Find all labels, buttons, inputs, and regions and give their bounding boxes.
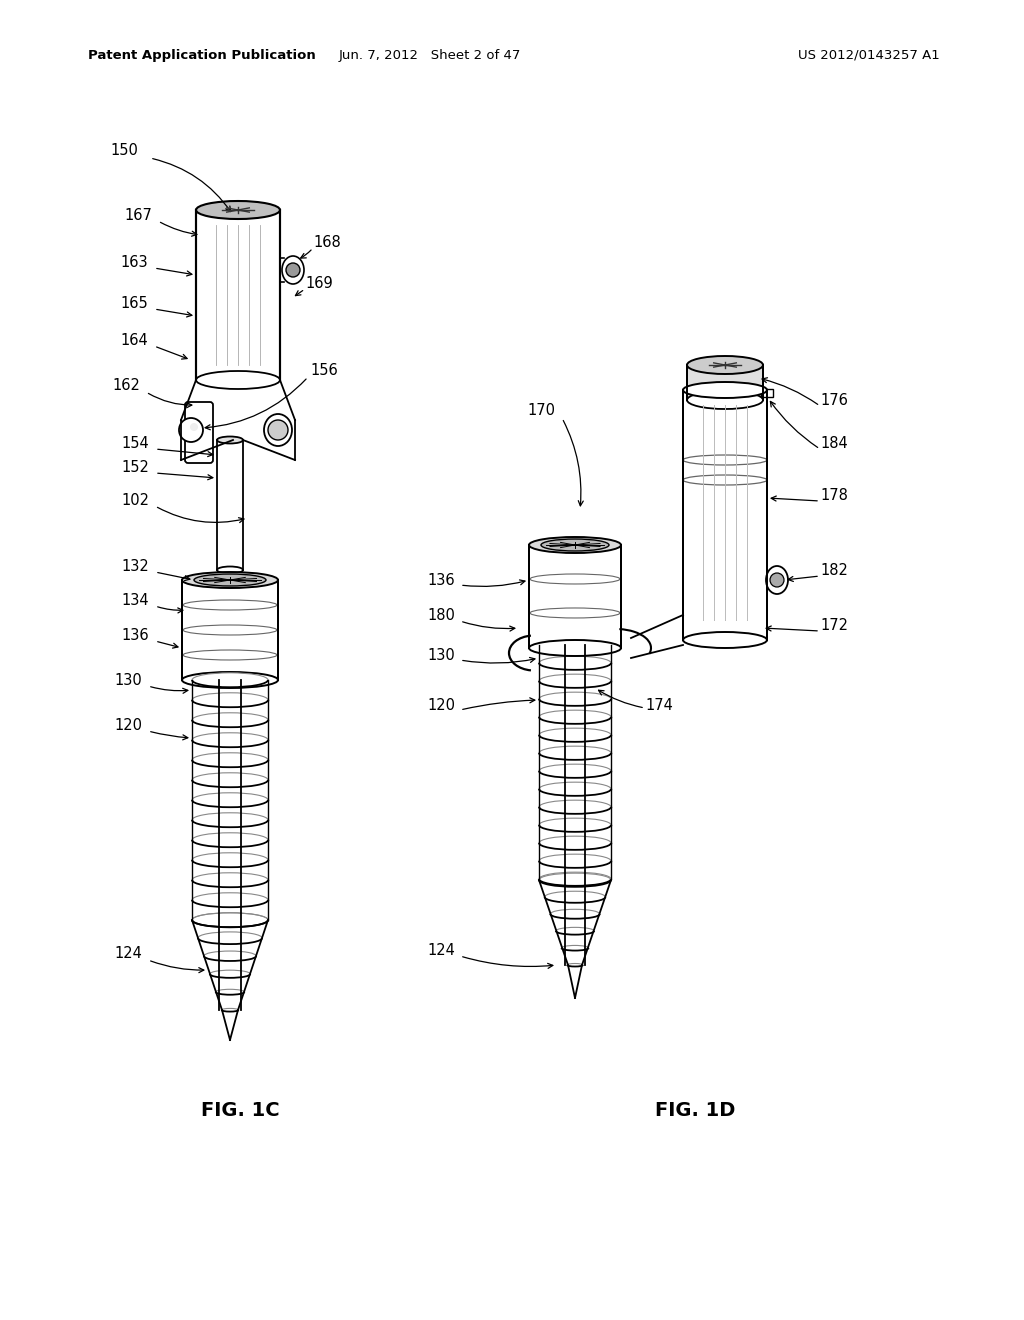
Text: 130: 130 <box>115 673 142 688</box>
Circle shape <box>286 263 300 277</box>
Text: 184: 184 <box>820 436 848 451</box>
Ellipse shape <box>766 566 788 594</box>
Text: 130: 130 <box>427 648 455 663</box>
Bar <box>683 389 767 640</box>
Text: 182: 182 <box>820 564 848 578</box>
Bar <box>196 210 280 380</box>
Ellipse shape <box>541 539 609 550</box>
Text: 174: 174 <box>645 698 673 713</box>
Text: 132: 132 <box>121 558 150 574</box>
Text: 134: 134 <box>122 593 150 609</box>
Ellipse shape <box>196 371 280 389</box>
Text: FIG. 1C: FIG. 1C <box>201 1101 280 1119</box>
Ellipse shape <box>687 391 763 409</box>
Circle shape <box>770 573 784 587</box>
Ellipse shape <box>182 572 278 587</box>
Text: 154: 154 <box>121 436 150 451</box>
Text: 164: 164 <box>120 333 148 348</box>
Text: 136: 136 <box>122 628 150 643</box>
Text: 136: 136 <box>427 573 455 587</box>
Text: 120: 120 <box>114 718 142 733</box>
Bar <box>217 440 243 570</box>
Text: 102: 102 <box>121 492 150 508</box>
Circle shape <box>179 418 203 442</box>
Ellipse shape <box>683 381 767 399</box>
Ellipse shape <box>529 640 621 656</box>
Ellipse shape <box>683 632 767 648</box>
Ellipse shape <box>217 566 243 573</box>
Ellipse shape <box>217 437 243 444</box>
Text: 124: 124 <box>427 942 455 958</box>
Ellipse shape <box>194 574 266 586</box>
Circle shape <box>190 422 198 432</box>
Text: 152: 152 <box>121 459 150 475</box>
Text: 170: 170 <box>527 403 555 418</box>
Ellipse shape <box>687 356 763 374</box>
Text: 168: 168 <box>313 235 341 249</box>
Text: 163: 163 <box>121 255 148 271</box>
Text: Patent Application Publication: Patent Application Publication <box>88 49 315 62</box>
Text: 167: 167 <box>124 209 152 223</box>
Text: 120: 120 <box>427 698 455 713</box>
Text: 172: 172 <box>820 618 848 634</box>
Ellipse shape <box>196 201 280 219</box>
Text: 178: 178 <box>820 488 848 503</box>
Ellipse shape <box>264 414 292 446</box>
Text: US 2012/0143257 A1: US 2012/0143257 A1 <box>799 49 940 62</box>
Bar <box>182 579 278 680</box>
Text: 150: 150 <box>111 143 138 158</box>
Ellipse shape <box>282 256 304 284</box>
FancyBboxPatch shape <box>185 403 213 463</box>
Text: 124: 124 <box>114 946 142 961</box>
Bar <box>761 389 773 397</box>
Bar <box>529 545 621 648</box>
Ellipse shape <box>182 672 278 688</box>
Text: 156: 156 <box>310 363 338 378</box>
Ellipse shape <box>529 537 621 553</box>
Text: FIG. 1D: FIG. 1D <box>654 1101 735 1119</box>
Text: 169: 169 <box>305 276 333 290</box>
Circle shape <box>268 420 288 440</box>
Text: 176: 176 <box>820 393 848 408</box>
Text: Jun. 7, 2012   Sheet 2 of 47: Jun. 7, 2012 Sheet 2 of 47 <box>339 49 521 62</box>
Text: 180: 180 <box>427 609 455 623</box>
Text: 165: 165 <box>120 296 148 312</box>
Bar <box>687 366 763 400</box>
Text: 162: 162 <box>112 378 140 393</box>
